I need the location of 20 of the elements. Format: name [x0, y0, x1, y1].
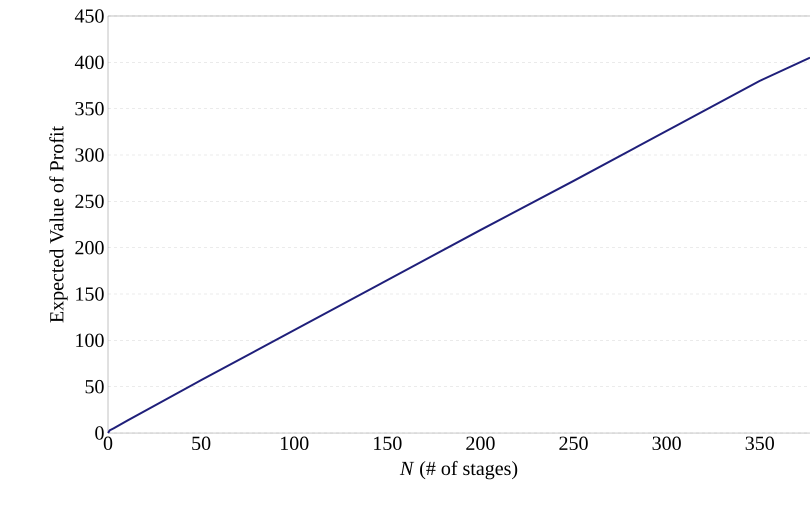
y-tick-label: 200 [75, 240, 104, 254]
x-tick-label: 200 [466, 436, 495, 450]
y-axis-title: Expected Value of Profit [49, 126, 68, 322]
y-tick-label: 400 [74, 56, 104, 70]
y-tick-label: 100 [76, 334, 104, 348]
y-tick-label: 250 [75, 194, 104, 208]
y-tick-label: 300 [75, 148, 104, 162]
x-tick-label: 50 [192, 436, 210, 450]
x-tick-label: 300 [652, 436, 681, 450]
x-tick-label: 0 [104, 436, 112, 450]
x-axis-title: N (# of stages) [400, 460, 518, 480]
x-tick-label: 150 [374, 436, 402, 450]
x-tick-label: 350 [746, 436, 774, 450]
y-tick-label: 150 [76, 287, 104, 301]
y-tick-label: 450 [74, 9, 104, 23]
y-tick-label: 50 [86, 380, 104, 394]
x-tick-label: 250 [559, 436, 588, 450]
y-tick-label: 350 [75, 102, 104, 116]
x-tick-label: 100 [280, 436, 308, 450]
y-tick-label: 0 [95, 426, 104, 440]
